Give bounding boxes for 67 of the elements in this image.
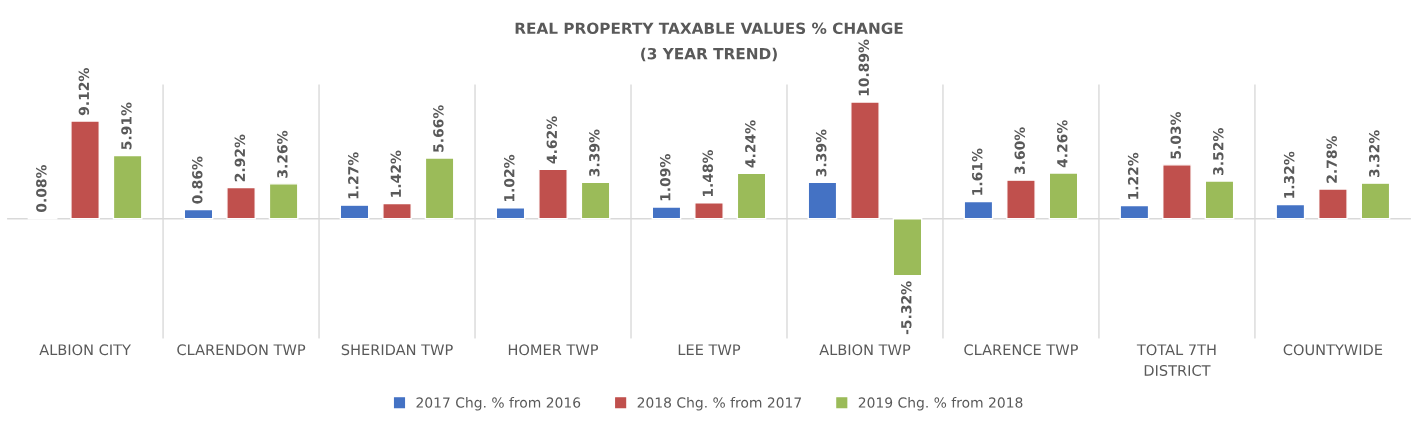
bar: [424, 157, 455, 220]
bar: [736, 172, 767, 220]
x-tick-label: CLARENDON TWP: [177, 344, 306, 356]
bar: [580, 181, 611, 220]
data-label: 3.52%: [1213, 128, 1224, 175]
bar: [1360, 182, 1391, 220]
data-label: 3.39%: [815, 129, 827, 177]
bar: [339, 204, 370, 220]
bar: [1275, 203, 1306, 220]
bar: [183, 208, 214, 220]
data-label: 1.32%: [1283, 151, 1295, 198]
bar: [694, 202, 724, 220]
x-tick-label: COUNTYWIDE: [1283, 344, 1383, 356]
data-label: 2.78%: [1326, 136, 1337, 183]
bar: [538, 168, 568, 220]
data-label: 9.12%: [78, 68, 90, 116]
data-label: 10.89%: [858, 39, 870, 96]
legend-label: 2018 Chg. % from 2017: [637, 397, 802, 411]
chart-title: REAL PROPERTY TAXABLE VALUES % CHANGE: [515, 22, 903, 35]
data-label: 4.62%: [546, 116, 558, 164]
data-label: 1.22%: [1127, 152, 1139, 199]
bar: [807, 181, 838, 220]
data-label: 5.66%: [433, 105, 444, 152]
data-label: 1.48%: [702, 149, 714, 197]
bar: [70, 120, 100, 220]
x-tick-label: HOMER TWP: [508, 344, 599, 356]
bar: [226, 186, 256, 220]
bar: [1048, 172, 1079, 220]
bar: [1318, 188, 1348, 220]
data-label: 5.03%: [1170, 111, 1181, 159]
bar: [1119, 204, 1150, 220]
legend-label: 2017 Chg. % from 2016: [416, 397, 581, 411]
data-label: 1.42%: [390, 150, 402, 197]
data-label: 1.09%: [659, 154, 671, 201]
data-label: 3.60%: [1014, 127, 1025, 175]
bar: [268, 183, 299, 220]
data-label: 4.26%: [1057, 120, 1068, 168]
data-label: 3.32%: [1368, 130, 1380, 178]
bar: [1204, 180, 1235, 220]
legend-label: 2019 Chg. % from 2018: [858, 397, 1023, 411]
bar: [382, 202, 412, 220]
chart-subtitle: (3 YEAR TREND): [641, 47, 777, 62]
data-label: 0.86%: [192, 156, 203, 204]
bar: [963, 200, 994, 220]
x-tick-label: SHERIDAN TWP: [341, 344, 453, 356]
data-label: 3.39%: [589, 129, 600, 177]
data-label: 1.61%: [971, 148, 983, 195]
bar: [1162, 164, 1192, 220]
x-tick-label: CLARENCE TWP: [964, 344, 1078, 356]
bar: [892, 218, 923, 277]
data-label: 0.08%: [36, 164, 47, 213]
bar: [850, 101, 880, 220]
bar: [1006, 179, 1036, 220]
x-tick-label: ALBION CITY: [39, 344, 131, 356]
data-label: 4.24%: [745, 120, 756, 168]
data-label: 1.02%: [504, 154, 515, 202]
data-label: 3.26%: [277, 130, 288, 178]
data-label: -5.32%: [901, 281, 912, 335]
data-label: 5.91%: [121, 102, 132, 150]
bar: [112, 154, 143, 220]
bar: [495, 207, 526, 220]
data-label: 1.27%: [348, 152, 359, 199]
bar: [651, 206, 682, 220]
x-tick-label: ALBION TWP: [819, 344, 911, 356]
x-tick-label: LEE TWP: [678, 344, 741, 356]
x-tick-label: TOTAL 7TH DISTRICT: [1136, 344, 1216, 377]
data-label: 2.92%: [234, 134, 246, 182]
